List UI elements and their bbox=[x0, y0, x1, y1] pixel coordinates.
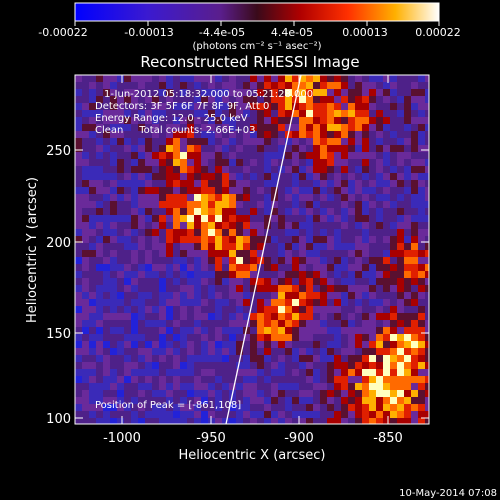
plot-frame bbox=[74, 74, 430, 425]
solar-limb-line bbox=[225, 75, 302, 424]
x-tick-label: -850 bbox=[373, 431, 403, 446]
y-tick-label: 200 bbox=[46, 236, 71, 251]
clean-counts-text: Clean Total counts: 2.66E+03 bbox=[95, 125, 255, 136]
y-axis-label: Heliocentric Y (arcsec) bbox=[25, 177, 40, 323]
axis-ticks bbox=[75, 75, 429, 424]
energy-range-text: Energy Range: 12.0 - 25.0 keV bbox=[95, 113, 248, 124]
x-tick-label: -1000 bbox=[103, 431, 141, 446]
colorbar-tick-3: -4.4e-05 bbox=[199, 26, 245, 39]
colorbar-tick-5: 0.00013 bbox=[342, 26, 388, 39]
time-range-text: 1-Jun-2012 05:18:32.000 to 05:21:28.000 bbox=[104, 89, 313, 100]
timestamp: 10-May-2014 07:08 bbox=[399, 488, 497, 499]
colorbar-tick-2: -0.00013 bbox=[124, 26, 173, 39]
y-tick-label: 150 bbox=[46, 327, 71, 342]
colorbar-tick-6: 0.00022 bbox=[415, 26, 461, 39]
x-tick-label: -900 bbox=[284, 431, 314, 446]
colorbar-unit-label: (photons cm⁻² s⁻¹ asec⁻²) bbox=[192, 41, 321, 52]
colorbar-tick-4: 4.4e-05 bbox=[271, 26, 313, 39]
plot-title: Reconstructed RHESSI Image bbox=[140, 53, 359, 71]
x-tick-label: -950 bbox=[196, 431, 226, 446]
colorbar-gradient bbox=[74, 2, 440, 22]
y-tick-label: 100 bbox=[46, 412, 71, 427]
peak-position-text: Position of Peak = [-861,108] bbox=[95, 400, 241, 411]
colorbar: -0.00022 -0.00013 -4.4e-05 4.4e-05 0.000… bbox=[38, 2, 461, 52]
detectors-text: Detectors: 3F 5F 6F 7F 8F 9F, Att 0 bbox=[95, 101, 269, 112]
observation-info: 1-Jun-2012 05:18:32.000 to 05:21:28.000 … bbox=[95, 89, 313, 136]
y-tick-label: 250 bbox=[46, 144, 71, 159]
colorbar-tick-1: -0.00022 bbox=[38, 26, 87, 39]
rhessi-image bbox=[75, 75, 429, 424]
x-axis-label: Heliocentric X (arcsec) bbox=[179, 448, 326, 463]
